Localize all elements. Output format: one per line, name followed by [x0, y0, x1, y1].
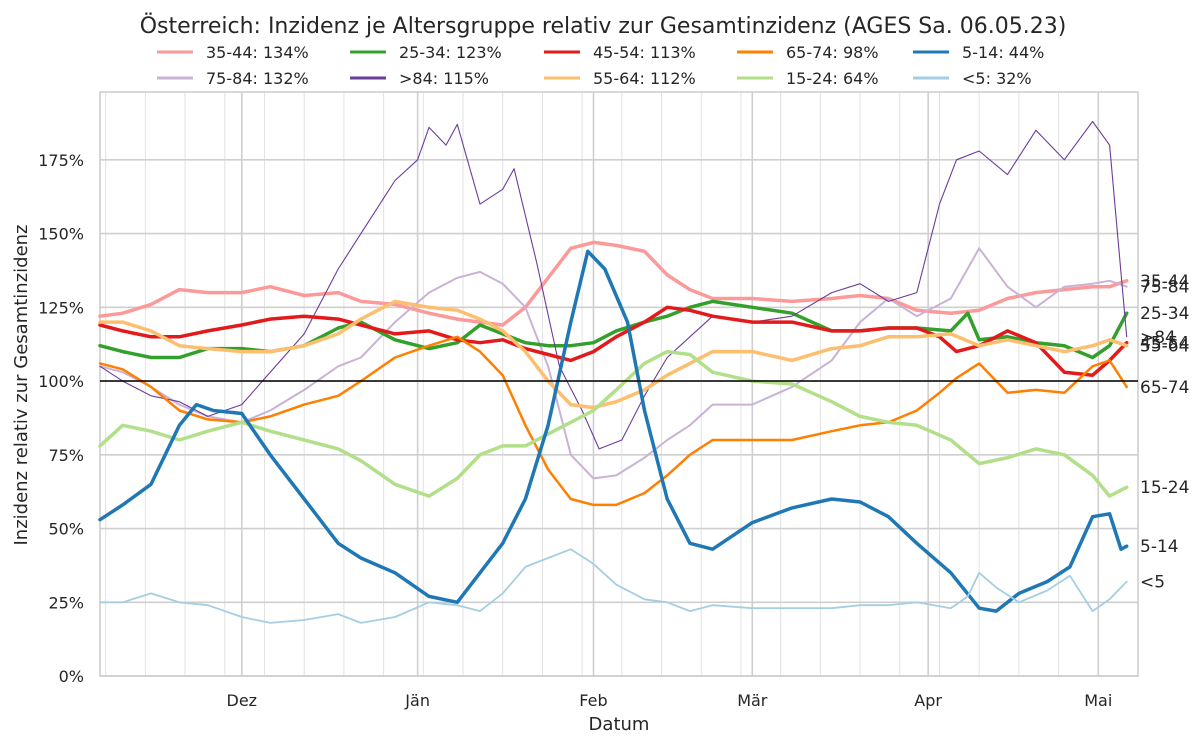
legend-entry: 45-54: 113% — [593, 43, 696, 62]
grid — [100, 92, 1139, 677]
end-label-65-74: 65-74 — [1140, 378, 1189, 398]
legend-entry: 55-64: 112% — [593, 69, 696, 88]
end-label-15-24: 15-24 — [1140, 478, 1189, 498]
plot-frame — [99, 91, 1139, 677]
series-line-<5 — [99, 548, 1128, 624]
y-tick-label: 175% — [38, 151, 84, 170]
legend-entry: 15-24: 64% — [786, 69, 879, 88]
end-label-55-64: 55-64 — [1140, 337, 1189, 357]
series-line-45-54 — [98, 305, 1129, 377]
series-line->84 — [99, 120, 1128, 450]
series-line-5-14 — [98, 249, 1129, 613]
x-tick-label: Jän — [404, 691, 430, 710]
legend-entry: 75-84: 132% — [206, 69, 309, 88]
end-label->84: >84 — [1140, 328, 1176, 348]
x-tick-label: Mai — [1084, 691, 1112, 710]
y-tick-label: 50% — [48, 520, 84, 539]
y-axis-label: Inzidenz relativ zur Gesamtinzidenz — [11, 224, 32, 545]
x-tick-label: Apr — [914, 691, 942, 710]
x-tick-label: Dez — [227, 691, 258, 710]
legend: 35-44: 134% 75-84: 132% 25-34: 123% >84: 11… — [157, 43, 1044, 88]
legend-entry: 65-74: 98% — [786, 43, 879, 62]
legend-entry: <5: 32% — [962, 69, 1032, 88]
legend-entry: 25-34: 123% — [399, 43, 502, 62]
x-axis-label: Datum — [589, 714, 650, 735]
y-tick-label: 100% — [38, 372, 84, 391]
end-label-35-44: 35-44 — [1140, 272, 1189, 292]
end-label-75-84: 75-84 — [1140, 278, 1189, 298]
y-tick-labels: 0% 25% 50% 75% 100% 125% 150% 175% — [38, 151, 84, 686]
x-tick-label: Feb — [579, 691, 607, 710]
end-label-45-54: 45-54 — [1140, 334, 1189, 354]
y-tick-label: 125% — [38, 298, 84, 317]
y-tick-label: 150% — [38, 225, 84, 244]
chart-title: Österreich: Inzidenz je Altersgruppe rel… — [140, 13, 1067, 39]
end-label-5-14: 5-14 — [1140, 537, 1179, 557]
y-tick-label: 75% — [48, 446, 84, 465]
x-tick-labels: Dez Jän Feb Mär Apr Mai — [227, 691, 1113, 710]
series-line-35-44 — [98, 240, 1129, 327]
x-tick-label: Mär — [737, 691, 768, 710]
y-tick-label: 25% — [48, 593, 84, 612]
legend-entry: >84: 115% — [399, 69, 489, 88]
legend-entry: 35-44: 134% — [206, 43, 309, 62]
y-tick-label: 0% — [59, 667, 84, 686]
series-lines — [98, 120, 1138, 624]
series-line-75-84 — [99, 247, 1128, 480]
series-line-55-64 — [98, 299, 1129, 410]
legend-entry: 5-14: 44% — [962, 43, 1044, 62]
series-line-15-24 — [98, 349, 1129, 498]
series-line-65-74 — [98, 335, 1128, 507]
end-label-25-34: 25-34 — [1140, 304, 1189, 324]
end-label-<5: <5 — [1140, 573, 1165, 593]
